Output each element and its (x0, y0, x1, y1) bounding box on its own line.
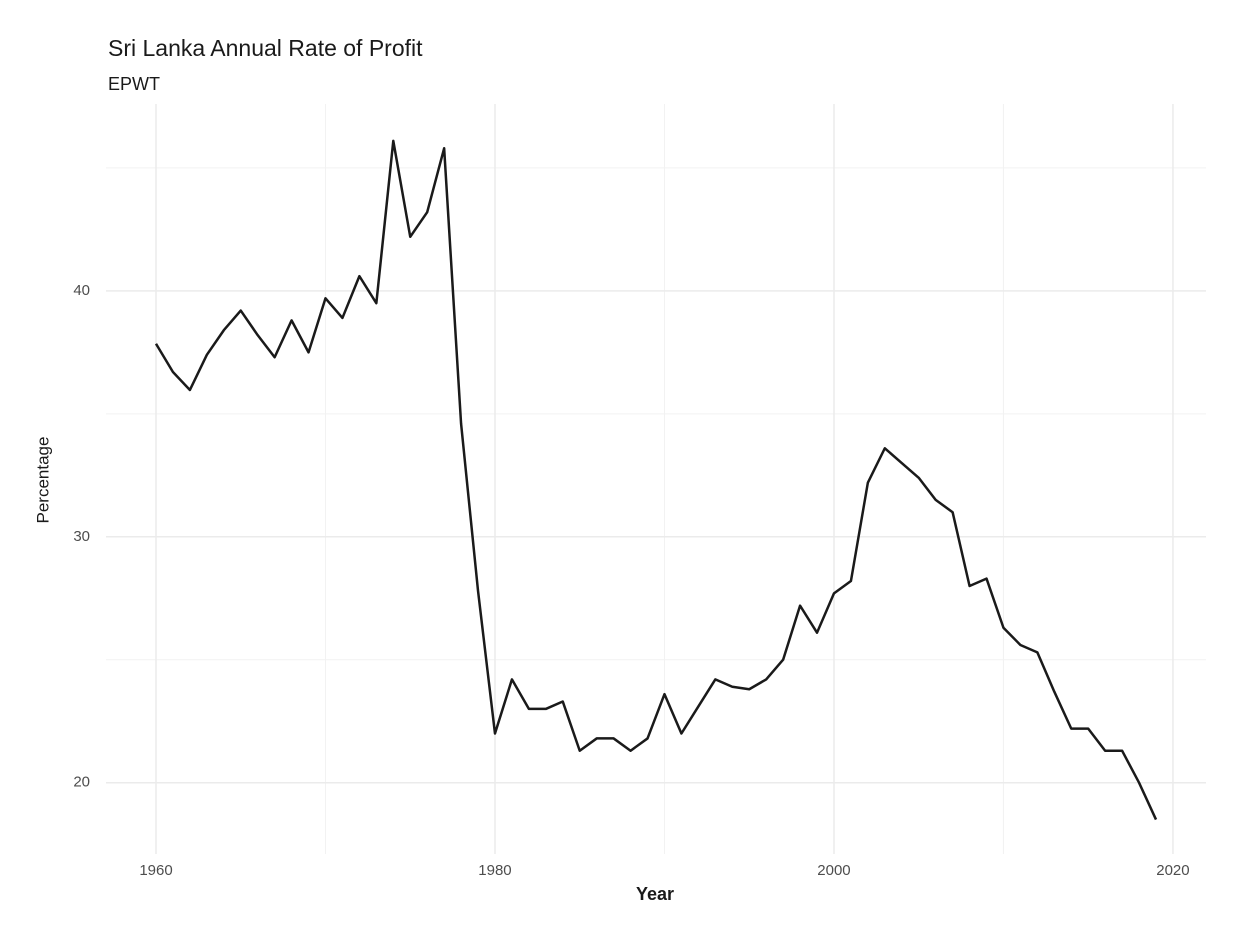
x-axis-label: Year (636, 884, 674, 904)
y-tick-label: 40 (73, 282, 90, 299)
line-series (154, 139, 1158, 821)
y-tick-label: 30 (73, 528, 90, 545)
chart-title: Sri Lanka Annual Rate of Profit (108, 35, 423, 61)
x-tick-label: 2020 (1156, 862, 1189, 879)
x-tick-label: 1980 (478, 862, 511, 879)
y-tick-label: 20 (73, 774, 90, 791)
chart-subtitle: EPWT (108, 74, 160, 94)
x-tick-label: 1960 (139, 862, 172, 879)
x-tick-label: 2000 (817, 862, 850, 879)
y-axis-label: Percentage (33, 437, 52, 524)
